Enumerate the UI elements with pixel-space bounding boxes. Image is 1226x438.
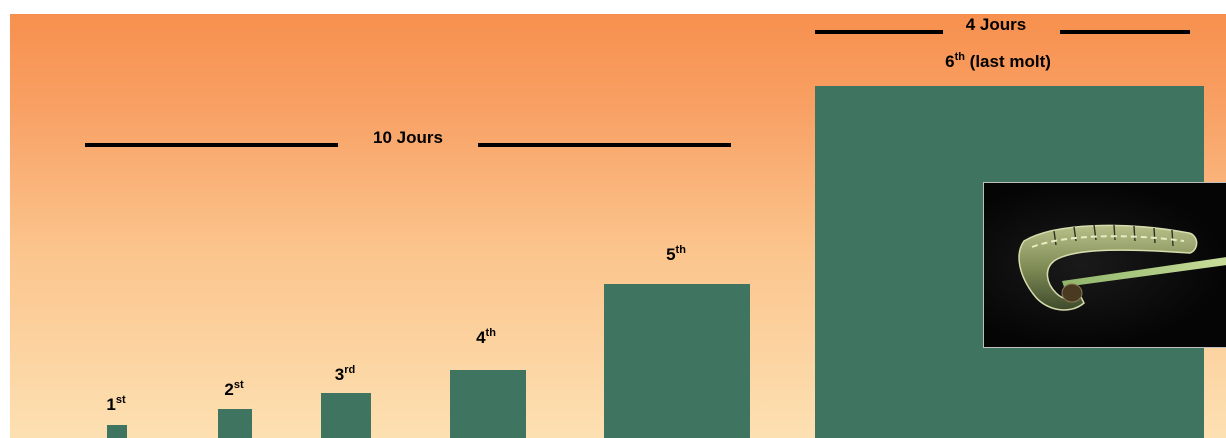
caterpillar-icon <box>1018 224 1226 311</box>
span-10-jours-line-right <box>478 143 731 147</box>
stage-3-bar <box>321 393 371 438</box>
stage-4-label: 4th <box>476 327 496 348</box>
growth-diagram: 10 Jours 4 Jours 1st 2st 3rd 4th 5th 6th… <box>10 14 1226 438</box>
stage-1-label: 1st <box>106 394 126 415</box>
stage-5-label: 5th <box>666 244 686 265</box>
caterpillar-photo <box>983 182 1226 348</box>
stage-5-bar <box>604 284 750 438</box>
span-4-jours-line-right <box>1060 30 1190 34</box>
span-10-jours-line-left <box>85 143 338 147</box>
stage-1-bar <box>107 425 127 438</box>
stage-6-label: 6th (last molt) <box>945 51 1051 72</box>
stage-2-bar <box>218 409 252 438</box>
span-4-jours-label: 4 Jours <box>965 15 1027 34</box>
stage-3-label: 3rd <box>334 364 356 385</box>
stage-2-label: 2st <box>224 379 244 400</box>
stage-4-bar <box>450 370 526 438</box>
span-10-jours-label: 10 Jours <box>373 128 443 147</box>
span-4-jours-line-left <box>815 30 943 34</box>
